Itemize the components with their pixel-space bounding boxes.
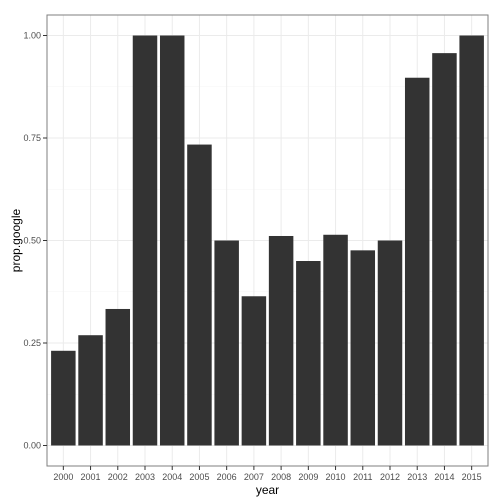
x-axis: 2000 2001 2002 2003 2004 2005 2006 2007 2008 2009…: [53, 466, 482, 482]
x-tick-label: 2008: [271, 472, 291, 482]
x-tick-label: 2013: [407, 472, 427, 482]
x-tick-label: 2015: [462, 472, 482, 482]
bar-2015: [459, 35, 484, 446]
bar-2001: [78, 335, 103, 446]
y-axis-title: prop.google: [9, 208, 23, 272]
bar-2005: [187, 144, 212, 446]
bars: [51, 35, 484, 446]
y-tick-label: 1.00: [23, 31, 41, 41]
x-tick-label: 2010: [326, 472, 346, 482]
bar-2012: [377, 240, 403, 446]
x-tick-label: 2004: [162, 472, 182, 482]
x-tick-label: 2000: [53, 472, 73, 482]
y-tick-label: 0.50: [23, 236, 41, 246]
y-axis: 0.00 0.25 0.50 0.75 1.00: [23, 31, 47, 451]
x-tick-label: 2011: [353, 472, 372, 482]
bar-2007: [241, 296, 267, 446]
bar-2002: [105, 308, 131, 446]
bar-2013: [404, 77, 430, 446]
x-tick-label: 2003: [135, 472, 155, 482]
bar-2004: [159, 35, 185, 446]
x-tick-label: 2014: [434, 472, 454, 482]
bar-2014: [432, 53, 457, 446]
x-tick-label: 2012: [380, 472, 400, 482]
bar-2008: [268, 235, 294, 446]
bar-2009: [296, 261, 321, 446]
x-tick-label: 2009: [298, 472, 318, 482]
bar-2000: [51, 350, 76, 446]
x-tick-label: 2005: [189, 472, 209, 482]
x-tick-label: 2007: [244, 472, 264, 482]
x-axis-title: year: [256, 483, 279, 497]
bar-2011: [350, 250, 376, 446]
y-tick-label: 0.00: [23, 441, 41, 451]
bar-2003: [132, 35, 158, 446]
x-tick-label: 2002: [108, 472, 128, 482]
y-tick-label: 0.75: [23, 133, 41, 143]
x-tick-label: 2001: [81, 472, 101, 482]
x-tick-label: 2006: [217, 472, 237, 482]
bar-2010: [323, 234, 348, 446]
y-tick-label: 0.25: [23, 338, 41, 348]
bar-2006: [214, 240, 239, 446]
